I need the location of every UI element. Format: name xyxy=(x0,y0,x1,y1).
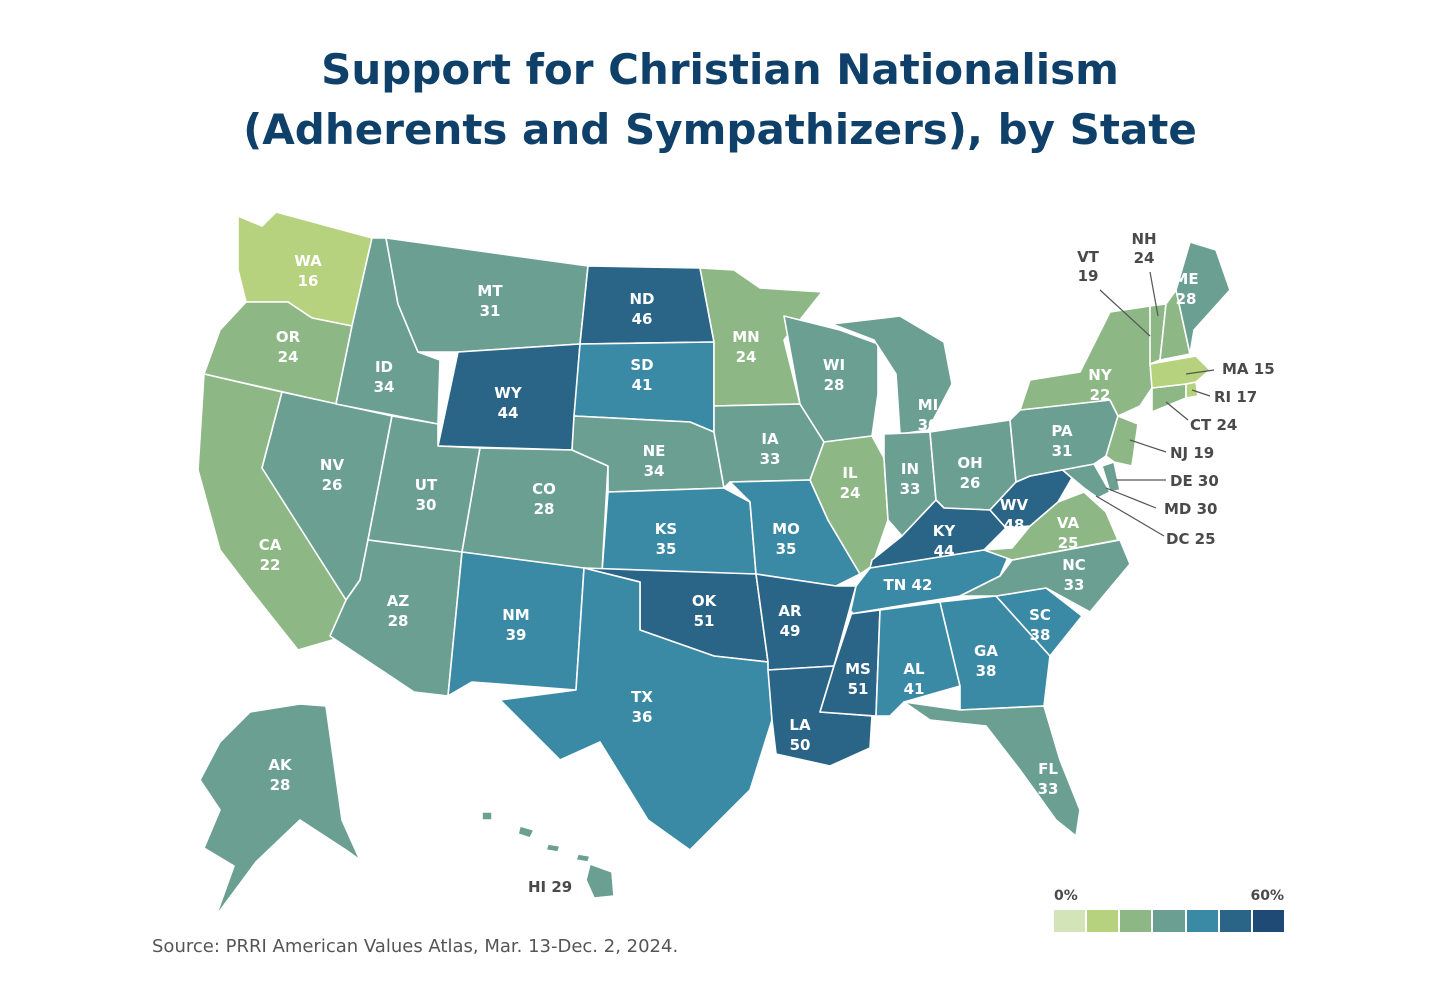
state-label-ak: AK 28 xyxy=(268,756,293,794)
state-mn xyxy=(699,267,823,407)
title-line-1: Support for Christian Nationalism xyxy=(321,45,1119,94)
state-label-wy: WY 44 xyxy=(494,384,523,422)
state-label-pa: PA 31 xyxy=(1051,422,1073,460)
state-ny xyxy=(1019,305,1153,417)
state-label-ny: NY 22 xyxy=(1088,366,1113,404)
legend-swatch-7 xyxy=(1252,910,1284,932)
state-label-al: AL 41 xyxy=(903,660,925,698)
state-label-ga: GA 38 xyxy=(974,642,998,680)
state-hi xyxy=(481,811,615,899)
state-label-nm: NM 39 xyxy=(502,606,529,644)
callout-label-nh: NH 24 xyxy=(1131,230,1156,267)
state-label-fl: FL 33 xyxy=(1038,760,1059,798)
state-ks xyxy=(601,487,757,575)
state-label-nv: NV 26 xyxy=(320,456,345,494)
legend-swatch-5 xyxy=(1186,910,1218,932)
source-note: Source: PRRI American Values Atlas, Mar.… xyxy=(152,936,679,957)
state-label-id: ID 34 xyxy=(374,358,395,396)
state-label-mi: MI 30 xyxy=(918,396,939,434)
state-nc xyxy=(959,539,1131,613)
legend-swatch-3 xyxy=(1120,910,1152,932)
state-label-ok: OK 51 xyxy=(692,592,718,630)
state-tx xyxy=(499,567,773,851)
legend-swatch-6 xyxy=(1219,910,1251,932)
state-label-ca: CA 22 xyxy=(259,536,282,574)
state-label-mt: MT 31 xyxy=(477,282,503,320)
state-label-il: IL 24 xyxy=(840,464,861,502)
state-label-la: LA 50 xyxy=(789,716,811,754)
state-ak xyxy=(199,703,361,917)
state-nj xyxy=(1105,415,1139,467)
state-label-oh: OH 26 xyxy=(957,454,982,492)
legend: 0% 60% xyxy=(1054,888,1284,932)
state-label-sd: SD 41 xyxy=(630,356,653,394)
callout-label-hi: HI 29 xyxy=(528,878,572,896)
callout-label-ct: CT 24 xyxy=(1190,416,1237,434)
callout-label-ma: MA 15 xyxy=(1222,360,1275,378)
legend-max-label: 60% xyxy=(1250,888,1284,904)
page-title: Support for Christian Nationalism (Adher… xyxy=(0,40,1440,160)
callout-label-md: MD 30 xyxy=(1164,500,1217,518)
state-label-ky: KY 44 xyxy=(933,522,957,560)
state-label-nd: ND 46 xyxy=(629,290,654,328)
state-label-or: OR 24 xyxy=(276,328,301,366)
state-wi xyxy=(783,315,879,443)
legend-color-scale xyxy=(1054,910,1284,932)
state-label-sc: SC 38 xyxy=(1029,606,1051,644)
state-nm xyxy=(447,551,585,697)
legend-min-label: 0% xyxy=(1054,888,1078,904)
state-label-ks: KS 35 xyxy=(655,520,677,558)
state-label-ar: AR 49 xyxy=(778,602,802,640)
legend-swatch-4 xyxy=(1153,910,1185,932)
state-label-wv: WV 48 xyxy=(1000,496,1029,534)
state-label-nc: NC 33 xyxy=(1062,556,1086,594)
state-label-wi: WI 28 xyxy=(823,356,845,394)
title-line-2: (Adherents and Sympathizers), by State xyxy=(243,105,1197,154)
state-pa xyxy=(1009,399,1119,483)
legend-swatch-2 xyxy=(1087,910,1119,932)
state-label-ne: NE 34 xyxy=(643,442,666,480)
state-ma xyxy=(1149,355,1211,389)
state-label-co: CO 28 xyxy=(532,480,556,518)
state-label-ut: UT 30 xyxy=(415,476,438,514)
legend-swatch-1 xyxy=(1054,910,1086,932)
state-co xyxy=(461,447,609,573)
state-label-wa: WA 16 xyxy=(294,252,322,290)
state-label-in: IN 33 xyxy=(900,460,921,498)
state-de xyxy=(1101,461,1121,493)
state-label-ia: IA 33 xyxy=(760,430,781,468)
callout-label-ri: RI 17 xyxy=(1214,388,1257,406)
state-label-tx: TX 36 xyxy=(631,688,653,726)
state-mi xyxy=(831,315,953,435)
callout-label-vt: VT 19 xyxy=(1077,248,1100,285)
callout-label-nj: NJ 19 xyxy=(1170,444,1214,462)
state-fl xyxy=(903,701,1081,837)
callout-label-dc: DC 25 xyxy=(1166,530,1216,548)
state-va xyxy=(983,491,1119,561)
state-label-mo: MO 35 xyxy=(772,520,800,558)
state-label-me: ME 28 xyxy=(1173,270,1198,308)
callout-label-de: DE 30 xyxy=(1170,472,1219,490)
state-label-az: AZ 28 xyxy=(387,592,410,630)
state-label-tn: TN 42 xyxy=(884,576,933,594)
state-me xyxy=(1175,241,1231,355)
state-label-va: VA 25 xyxy=(1057,514,1080,552)
state-label-ms: MS 51 xyxy=(845,660,871,698)
state-label-mn: MN 24 xyxy=(732,328,759,366)
